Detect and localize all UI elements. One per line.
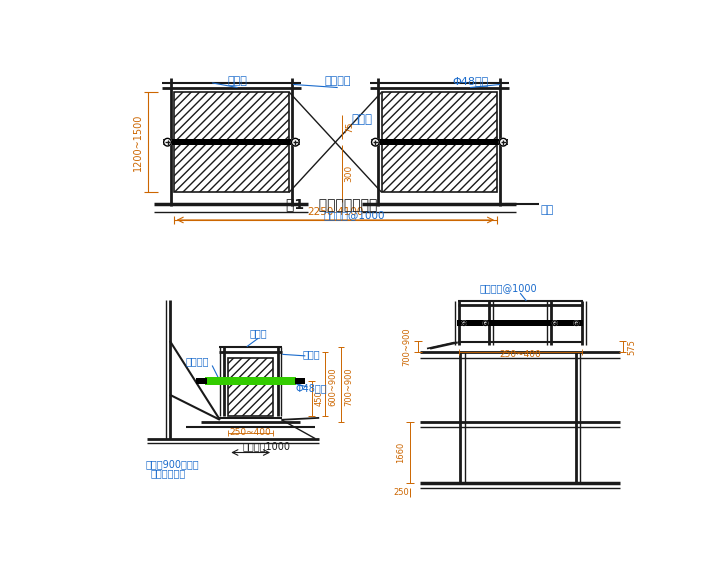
Bar <box>163 139 300 145</box>
Text: 700~900: 700~900 <box>403 327 411 366</box>
Bar <box>381 92 497 192</box>
Bar <box>174 92 289 192</box>
Circle shape <box>483 321 488 325</box>
Text: 600~900: 600~900 <box>328 368 338 406</box>
Text: Φ48钢管: Φ48钢管 <box>452 76 488 86</box>
Text: 250: 250 <box>393 488 408 497</box>
Bar <box>457 320 583 326</box>
Bar <box>371 139 508 145</box>
Bar <box>295 378 305 384</box>
Text: 排架间距1000: 排架间距1000 <box>242 442 290 451</box>
Bar <box>229 358 273 416</box>
Text: 700~900: 700~900 <box>344 368 353 406</box>
Text: 575: 575 <box>628 339 636 354</box>
Circle shape <box>553 321 557 325</box>
Bar <box>196 378 207 384</box>
Text: 1660: 1660 <box>396 442 405 463</box>
Text: 300: 300 <box>345 165 354 183</box>
Circle shape <box>291 138 299 146</box>
Text: 对穿螺栓@1000: 对穿螺栓@1000 <box>480 283 537 294</box>
Text: 450: 450 <box>314 390 324 406</box>
Circle shape <box>371 138 379 146</box>
Text: Φ48钢管: Φ48钢管 <box>296 384 328 394</box>
Circle shape <box>462 321 466 325</box>
Text: 用对穿螺栓。: 用对穿螺栓。 <box>151 468 186 479</box>
Text: 1200~1500: 1200~1500 <box>132 113 143 171</box>
Text: 2250-4100: 2250-4100 <box>307 207 363 217</box>
Bar <box>205 377 296 385</box>
Circle shape <box>499 138 507 146</box>
Circle shape <box>164 138 171 146</box>
Text: 剪刀撑: 剪刀撑 <box>352 113 373 126</box>
Text: 塑料管: 塑料管 <box>303 349 320 360</box>
Text: 说明：900以上梁: 说明：900以上梁 <box>145 459 199 469</box>
Text: 钢模板: 钢模板 <box>250 328 267 339</box>
Text: 图1   基础承台模板图: 图1 基础承台模板图 <box>286 197 377 212</box>
Text: 对穿螺栓: 对穿螺栓 <box>185 357 208 366</box>
Text: 对穿螺栓@1000: 对穿螺栓@1000 <box>324 211 385 220</box>
Text: 250~400: 250~400 <box>230 428 272 438</box>
Circle shape <box>574 321 579 325</box>
Text: 75: 75 <box>345 121 354 133</box>
Text: 水平拖杆: 水平拖杆 <box>325 76 351 86</box>
Text: 250~400: 250~400 <box>499 351 541 359</box>
Text: 垫层: 垫层 <box>540 205 554 215</box>
Text: 钢模板: 钢模板 <box>228 76 248 86</box>
